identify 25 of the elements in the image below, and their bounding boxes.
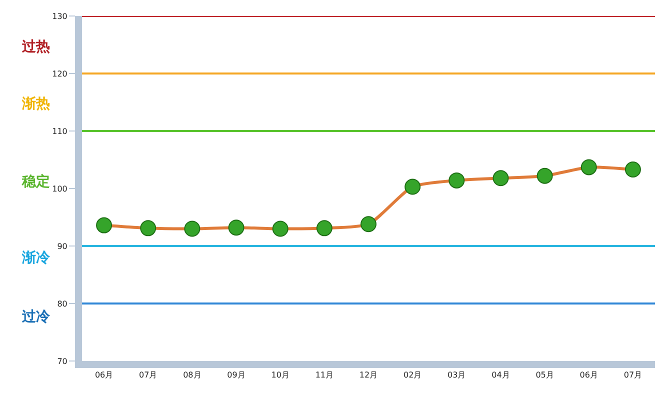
text: 渐热 — [21, 96, 50, 112]
x-tick-label: 02月 — [403, 370, 422, 380]
text: 过冷 — [21, 309, 51, 325]
y-tick-label: 100 — [52, 184, 68, 194]
x-tick-label: 12月 — [359, 370, 378, 380]
y-tick-label: 110 — [52, 126, 68, 136]
x-tick-label: 05月 — [536, 370, 554, 380]
x-tick-label: 03月 — [448, 370, 466, 380]
y-tick-label: 80 — [57, 299, 68, 308]
x-tick-label: 06月 — [580, 370, 598, 380]
y-tick-label: 90 — [57, 242, 68, 251]
x-tick-label: 11月 — [315, 370, 334, 380]
x-tick-label: 08月 — [183, 370, 202, 380]
x-tick-label: 07月 — [139, 370, 158, 380]
x-tick-label: 09月 — [227, 370, 246, 380]
x-tick-label: 10月 — [271, 370, 290, 380]
y-tick-label: 130 — [52, 12, 68, 21]
y-tick-label: 120 — [52, 69, 68, 78]
text: 渐冷 — [21, 250, 51, 266]
x-tick-label: 06月 — [94, 370, 114, 380]
text: 稳定 — [21, 173, 50, 190]
x-tick-label: 07月 — [624, 370, 642, 380]
text: 过热 — [21, 39, 50, 55]
x-tick-label: 04月 — [492, 370, 510, 380]
y-tick-label: 70 — [57, 356, 68, 366]
